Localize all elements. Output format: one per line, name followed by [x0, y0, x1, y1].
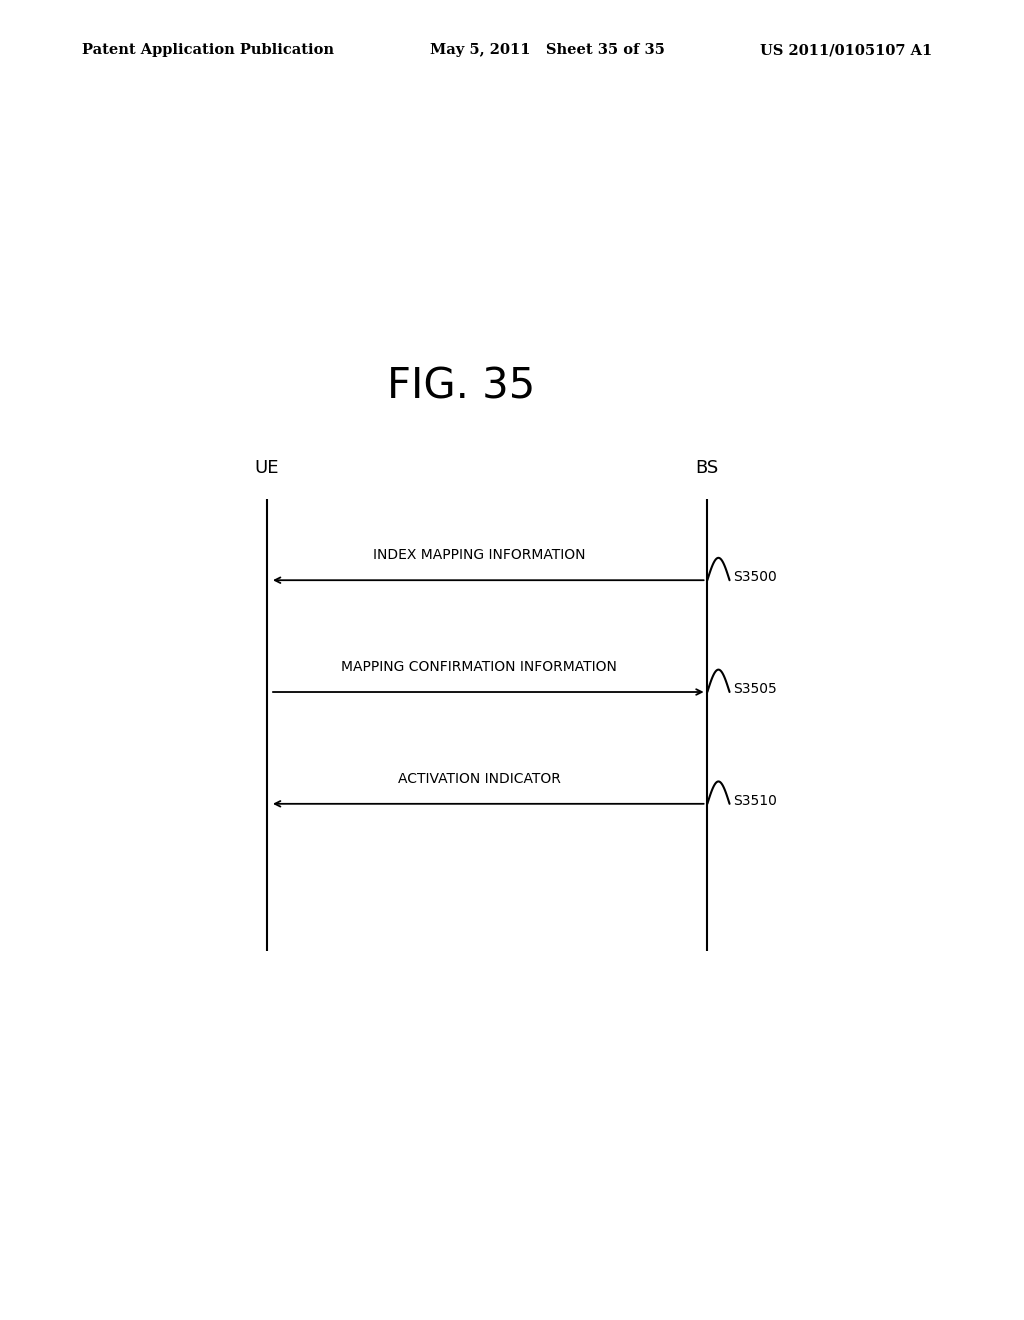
Text: ACTIVATION INDICATOR: ACTIVATION INDICATOR [397, 771, 560, 785]
Text: US 2011/0105107 A1: US 2011/0105107 A1 [760, 44, 932, 57]
Text: MAPPING CONFIRMATION INFORMATION: MAPPING CONFIRMATION INFORMATION [341, 660, 617, 673]
Text: May 5, 2011   Sheet 35 of 35: May 5, 2011 Sheet 35 of 35 [430, 44, 665, 57]
Text: S3505: S3505 [733, 682, 777, 696]
Text: Patent Application Publication: Patent Application Publication [82, 44, 334, 57]
Text: INDEX MAPPING INFORMATION: INDEX MAPPING INFORMATION [373, 548, 586, 562]
Text: FIG. 35: FIG. 35 [387, 366, 536, 407]
Text: S3510: S3510 [733, 793, 777, 808]
Text: S3500: S3500 [733, 570, 777, 585]
Text: UE: UE [255, 458, 280, 477]
Text: BS: BS [695, 458, 719, 477]
